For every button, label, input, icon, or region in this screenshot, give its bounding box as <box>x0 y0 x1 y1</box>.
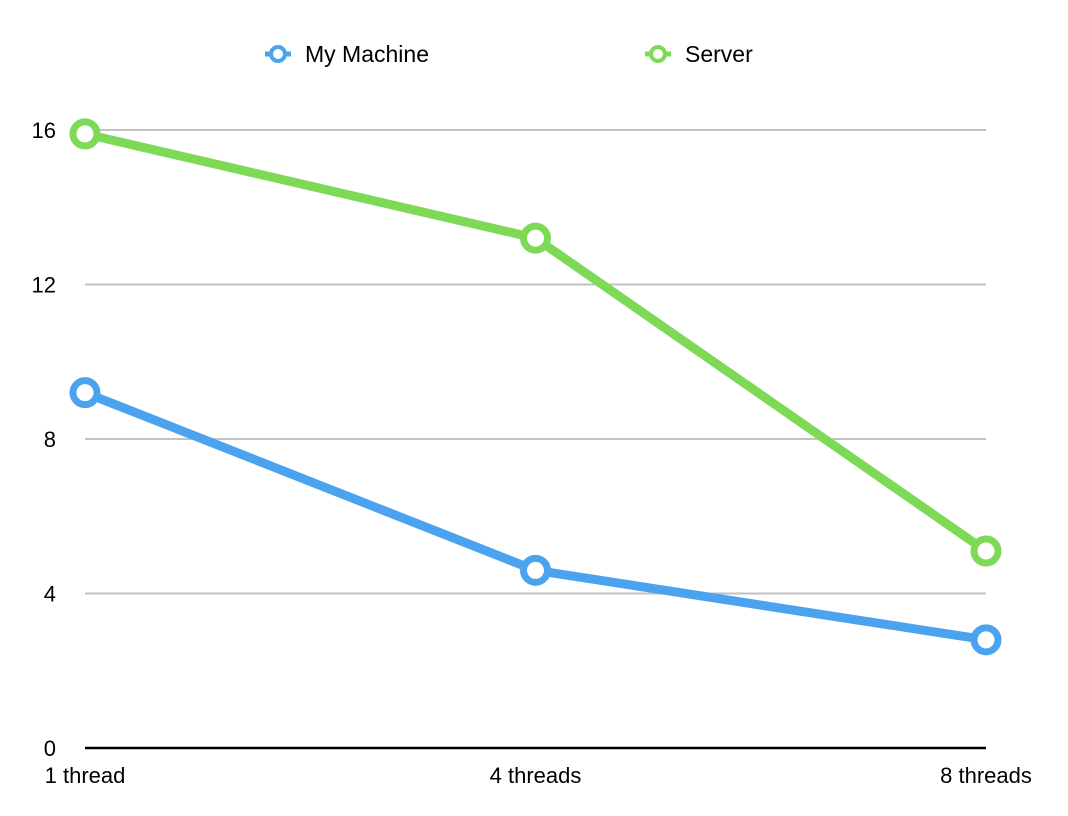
y-tick-label: 12 <box>32 273 56 298</box>
legend: My Machine Server <box>265 41 753 67</box>
y-tick-label: 16 <box>32 118 56 143</box>
x-tick-label: 4 threads <box>490 763 582 788</box>
legend-label: My Machine <box>305 41 429 67</box>
legend-label: Server <box>685 41 753 67</box>
legend-point-marker <box>269 45 287 63</box>
data-point <box>520 222 551 254</box>
series-line <box>80 129 991 556</box>
series-0 <box>69 377 1002 656</box>
legend-point-marker <box>649 45 667 63</box>
legend-item: My Machine <box>265 41 429 67</box>
series-1 <box>69 118 1002 567</box>
data-point <box>970 624 1002 656</box>
y-tick-label: 4 <box>44 582 56 607</box>
data-point <box>69 377 101 409</box>
gridlines <box>85 129 986 595</box>
y-axis-ticks: 0 4 8 12 16 <box>32 118 56 761</box>
data-point <box>970 535 1002 567</box>
series-line <box>80 388 991 645</box>
series-group <box>69 118 1002 656</box>
data-point <box>69 118 101 150</box>
legend-item: Server <box>645 41 753 67</box>
data-point <box>520 554 551 586</box>
x-axis-ticks: 1 thread 4 threads 8 threads <box>45 763 1032 788</box>
x-tick-label: 1 thread <box>45 763 126 788</box>
y-tick-label: 0 <box>44 736 56 761</box>
x-tick-label: 8 threads <box>940 763 1032 788</box>
y-tick-label: 8 <box>44 427 56 452</box>
